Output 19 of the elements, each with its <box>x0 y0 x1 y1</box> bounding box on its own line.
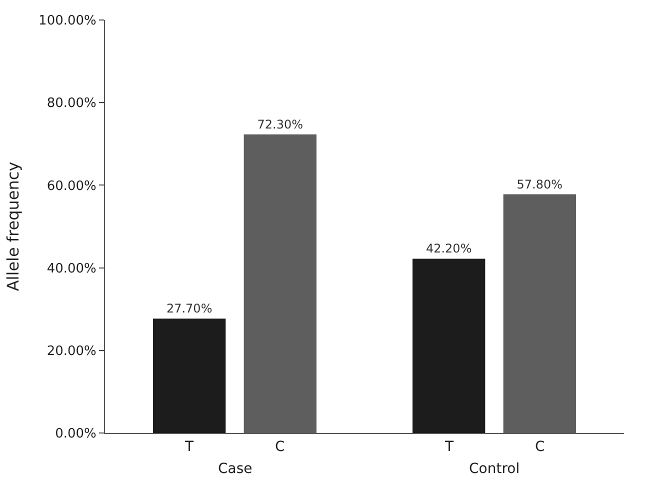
y-tick-label: 100.00% <box>38 14 96 29</box>
data-label: 57.80% <box>516 177 563 192</box>
y-tick-label: 20.00% <box>46 344 96 359</box>
x-tick-label: Control <box>469 461 520 477</box>
y-tick-label: 40.00% <box>46 261 96 276</box>
x-tick-label: Case <box>218 461 252 477</box>
series-label: T <box>184 439 194 455</box>
text: C <box>535 439 545 455</box>
text: T <box>445 439 454 455</box>
y-axis-title: Allele frequency <box>3 162 22 292</box>
data-label: 72.30% <box>257 117 304 132</box>
data-label: 27.70% <box>166 302 212 316</box>
data-label: 42.20% <box>426 242 472 256</box>
series-label: C <box>275 439 285 455</box>
bar <box>153 318 226 433</box>
y-tick-label: 60.00% <box>46 178 96 194</box>
y-tick-label: 80.00% <box>46 96 96 112</box>
bar <box>412 258 486 433</box>
y-tick-label: 0.00% <box>55 426 96 442</box>
